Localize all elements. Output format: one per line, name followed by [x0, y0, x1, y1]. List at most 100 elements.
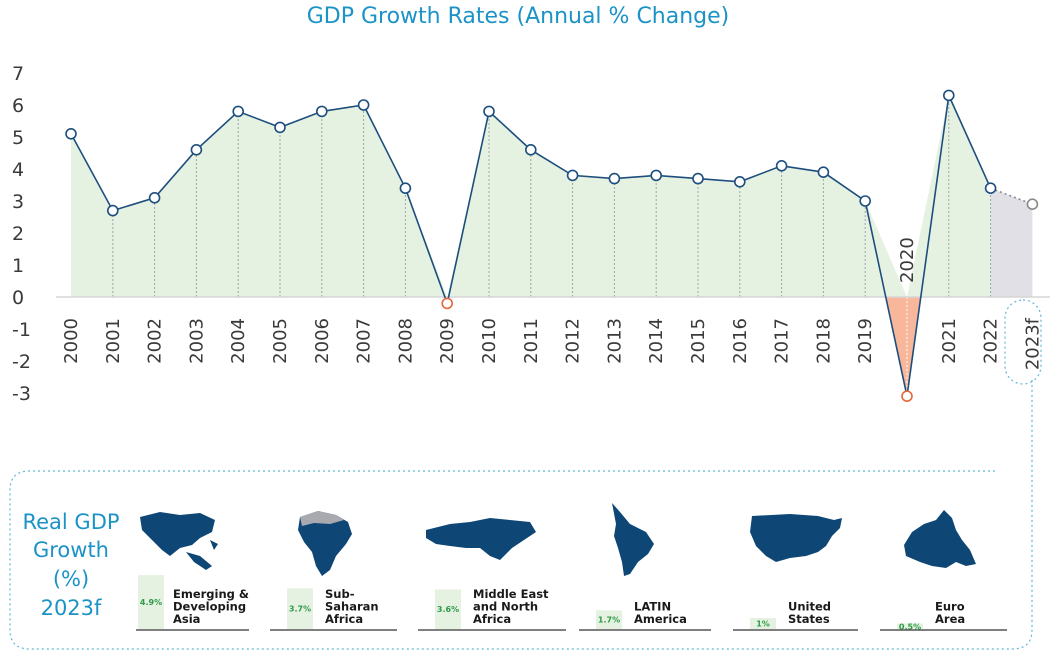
euro-area-map [904, 510, 976, 568]
africa-map [298, 511, 352, 576]
data-point [817, 166, 830, 178]
data-point [901, 390, 913, 403]
y-tick-label: 1 [12, 255, 24, 277]
x-tick-label: 2015 [688, 318, 709, 364]
data-point [65, 128, 77, 140]
x-tick-label: 2005 [270, 318, 291, 364]
data-point [733, 176, 746, 188]
region-name: Sub- [325, 587, 355, 601]
data-point [524, 144, 537, 156]
chart-title: GDP Growth Rates (Annual % Change) [307, 4, 730, 29]
region-name: and North [473, 600, 538, 614]
data-point [566, 169, 579, 182]
y-tick-label: 7 [12, 63, 24, 85]
panel-title-line: 2023f [41, 596, 102, 620]
y-tick-label: 4 [12, 159, 24, 181]
x-tick-label: 2017 [772, 318, 793, 364]
y-tick-label: 6 [12, 95, 24, 117]
latin-america-map [612, 503, 654, 576]
africa-north-grey [300, 511, 344, 526]
region-bar [750, 618, 776, 629]
x-tick-label: 2011 [521, 318, 542, 364]
negative-area-2020 [885, 297, 921, 397]
x-tick-label: 2008 [395, 318, 416, 364]
region-name: Area [935, 612, 965, 626]
region-name: Middle East [473, 587, 549, 601]
united-states-map [750, 514, 842, 562]
y-tick-label: -1 [12, 319, 31, 341]
region-value-label: 0.5% [899, 622, 921, 631]
x-tick-label: 2023f [1022, 317, 1043, 370]
data-point [608, 172, 621, 185]
data-point [942, 89, 955, 102]
x-tick-label: 2009 [437, 318, 458, 364]
region-value-label: 3.6% [437, 605, 459, 614]
x-tick-label: 2019 [855, 318, 876, 364]
x-tick-label: 2021 [939, 318, 960, 364]
region-value-label: 1.7% [598, 616, 620, 625]
x-tick-label: 2022 [981, 318, 1002, 364]
data-point [692, 172, 704, 185]
region-value-label: 3.7% [289, 605, 311, 614]
forecast-area [990, 188, 1033, 297]
x-axis-ticks: 2000 2001 2002 2003 2004 2005 2006 2007 2008 2009… [61, 237, 1043, 370]
region-name: States [788, 612, 830, 626]
panel-title-line: Growth [33, 538, 109, 562]
region-maps [140, 503, 976, 576]
x-tick-label: 2020 [897, 237, 918, 283]
y-tick-label: 5 [12, 127, 24, 149]
region-bar [138, 575, 164, 629]
data-point [315, 105, 328, 118]
region-value-label: 4.9% [140, 598, 162, 607]
area-fills [71, 95, 1033, 397]
region-bar [435, 589, 461, 629]
regional-panel-title: Real GDP Growth (%) 2023f [22, 510, 119, 620]
region-name: Asia [173, 612, 200, 626]
x-tick-label: 2003 [186, 318, 207, 364]
data-point [984, 182, 997, 194]
panel-title-line: Real GDP [22, 510, 119, 534]
region-name: America [634, 612, 687, 626]
x-tick-label: 2001 [103, 318, 124, 364]
x-tick-label: 2010 [479, 318, 500, 364]
x-tick-label: 2016 [730, 318, 751, 364]
x-tick-label: 2000 [61, 318, 82, 364]
asia-map [140, 512, 218, 570]
x-tick-label: 2013 [604, 318, 625, 364]
y-axis-ticks: 7 6 5 4 3 2 1 0 -1 -2 -3 [12, 63, 31, 405]
region-name: Euro [935, 600, 965, 614]
regional-panel-frame [9, 380, 1033, 650]
drop-lines [112, 95, 992, 397]
region-name: LATIN [634, 600, 671, 614]
y-tick-label: -2 [12, 351, 31, 373]
data-point [107, 204, 119, 217]
region-bar [596, 610, 622, 629]
x-tick-label: 2004 [228, 318, 249, 364]
data-point [190, 144, 203, 156]
data-point [232, 105, 244, 118]
y-tick-label: -3 [12, 383, 31, 405]
middle-east-map [426, 518, 536, 560]
data-point [399, 182, 412, 194]
data-point [357, 99, 370, 111]
region-name: United [788, 600, 831, 614]
region-value-label: 1% [756, 620, 770, 629]
x-tick-label: 2006 [312, 318, 333, 364]
x-tick-label: 2018 [813, 318, 834, 364]
data-point [483, 105, 495, 118]
panel-title-line: (%) [53, 567, 89, 591]
data-point [148, 192, 161, 204]
region-name: Saharan [325, 600, 379, 614]
data-point [859, 195, 872, 207]
x-tick-label: 2014 [646, 318, 667, 364]
y-tick-label: 3 [12, 191, 24, 213]
region-name: Africa [473, 612, 511, 626]
x-tick-label: 2002 [145, 318, 166, 364]
forecast-callout-outline [1004, 299, 1042, 385]
region-name: Developing [173, 600, 246, 614]
data-point [274, 121, 286, 134]
series-markers [65, 89, 1039, 403]
data-point [775, 160, 788, 172]
